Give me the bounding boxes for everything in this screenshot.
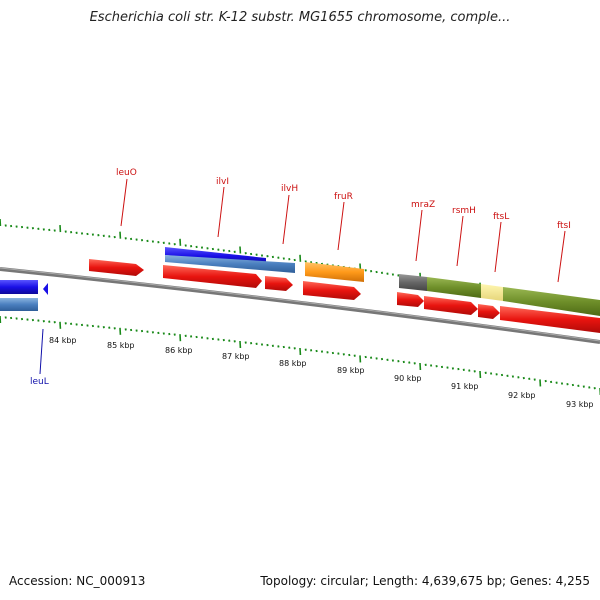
genome-summary-text: Topology: circular; Length: 4,639,675 bp… (260, 574, 590, 588)
cds-bar-fruR[interactable] (305, 262, 364, 282)
tick-label-85: 85 kbp (107, 341, 135, 350)
inner-tick-ring (0, 315, 600, 396)
tick-label-93: 93 kbp (566, 400, 594, 409)
tick-label-92: 92 kbp (508, 391, 536, 400)
cds-bar-ftsL[interactable] (481, 284, 503, 301)
cds-bar-ftsI[interactable] (503, 287, 600, 316)
gene-arrow-fruR[interactable] (303, 281, 361, 300)
leader-ftsL (494, 221, 502, 273)
leader-rsmH (456, 215, 464, 267)
gene-arrow-leuL[interactable] (43, 283, 48, 295)
tick-label-84: 84 kbp (49, 336, 77, 345)
backbone-highlight (0, 267, 600, 342)
gene-arrow-leuO[interactable] (89, 259, 144, 276)
gene-arrow-ilvH[interactable] (265, 276, 293, 291)
kbp-tick-labels: 84 kbp 85 kbp 86 kbp 87 kbp 88 kbp 89 kb… (49, 336, 594, 409)
tick-label-88: 88 kbp (279, 359, 307, 368)
map-title: Escherichia coli str. K-12 substr. MG165… (89, 10, 511, 25)
gene-arrow-rsmH[interactable] (424, 296, 478, 315)
cds-bar-leuL-light[interactable] (0, 298, 38, 311)
gene-arrow-mraZ[interactable] (397, 292, 424, 307)
forward-features (89, 247, 600, 333)
gene-label-ilvI[interactable]: ilvI (216, 177, 229, 187)
leader-ftsI (557, 230, 566, 283)
reverse-features (0, 280, 48, 311)
leader-ilvI (217, 186, 225, 238)
cds-bar-leuL-blue[interactable] (0, 280, 38, 294)
gene-label-ilvH[interactable]: ilvH (281, 184, 298, 194)
cds-bar-mraZ-gray[interactable] (399, 274, 427, 291)
leader-leuO (120, 178, 128, 227)
gene-arrow-ftsI[interactable] (500, 306, 600, 333)
leader-mraZ (415, 209, 423, 262)
leader-ilvH (282, 194, 290, 245)
tick-label-90: 90 kbp (394, 374, 422, 383)
gene-arrow-ilvI[interactable] (163, 265, 262, 288)
gene-label-leuL[interactable]: leuL (30, 377, 49, 387)
gene-label-ftsI[interactable]: ftsI (557, 221, 571, 231)
tick-label-91: 91 kbp (451, 382, 479, 391)
gene-arrow-ftsL[interactable] (478, 304, 500, 319)
gene-label-ftsL[interactable]: ftsL (493, 212, 509, 222)
gene-label-mraZ[interactable]: mraZ (411, 200, 435, 210)
gene-label-fruR[interactable]: fruR (334, 192, 353, 202)
gene-label-rsmH[interactable]: rsmH (452, 206, 476, 216)
gene-label-leuO[interactable]: leuO (116, 168, 137, 178)
label-leaders (39, 178, 566, 375)
leader-fruR (337, 201, 345, 251)
cds-bar-ilvH[interactable] (165, 255, 295, 273)
tick-label-87: 87 kbp (222, 352, 250, 361)
tick-label-89: 89 kbp (337, 366, 365, 375)
gene-labels: leuO ilvI ilvH fruR mraZ rsmH ftsL ftsI … (30, 168, 571, 387)
leader-leuL (39, 328, 44, 375)
tick-label-86: 86 kbp (165, 346, 193, 355)
accession-text: Accession: NC_000913 (9, 574, 146, 588)
backbone (0, 267, 600, 344)
cds-bar-rsmH[interactable] (427, 277, 481, 298)
